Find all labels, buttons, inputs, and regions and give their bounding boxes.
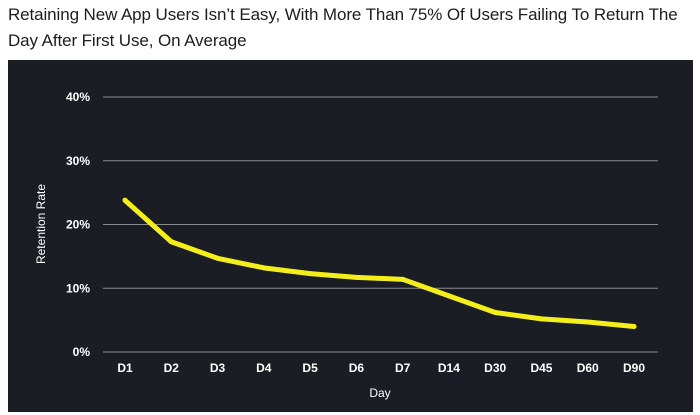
data-point — [215, 255, 221, 261]
y-axis-label: Retention Rate — [34, 184, 48, 264]
data-point — [631, 324, 637, 329]
data-point — [538, 316, 544, 322]
x-tick-label: D2 — [164, 361, 180, 375]
x-tick-label: D90 — [623, 361, 645, 375]
x-tick-labels: D1 D2 D3 D4 D5 D6 D7 D14 D30 D45 D60 D90 — [117, 361, 645, 375]
data-point — [122, 197, 128, 203]
series-layer — [122, 197, 637, 329]
x-tick-label: D4 — [256, 361, 272, 375]
data-point — [492, 309, 498, 315]
data-point — [168, 239, 174, 245]
x-tick-label: D7 — [395, 361, 411, 375]
x-tick-label: D3 — [210, 361, 226, 375]
data-point — [585, 319, 591, 325]
y-tick-label: 40% — [66, 90, 90, 104]
data-point — [307, 271, 313, 277]
y-tick-label: 10% — [66, 281, 90, 295]
retention-line-chart: 0% 10% 20% 30% 40% D1 D2 D3 D4 D5 D6 D7 D14 D30 D45 D6… — [34, 90, 658, 400]
x-axis-label: Day — [369, 386, 390, 400]
y-tick-label: 30% — [66, 154, 90, 168]
retention-series-line — [122, 197, 637, 329]
chart-headline: Retaining New App Users Isn’t Easy, With… — [8, 5, 678, 50]
y-tick-labels: 0% 10% 20% 30% 40% — [66, 90, 90, 359]
x-tick-label: D45 — [530, 361, 552, 375]
x-tick-label: D30 — [484, 361, 506, 375]
data-point — [446, 293, 452, 299]
x-tick-label: D14 — [438, 361, 460, 375]
x-tick-label: D6 — [349, 361, 365, 375]
x-tick-label: D5 — [302, 361, 318, 375]
data-point — [353, 274, 359, 280]
x-tick-label: D1 — [117, 361, 133, 375]
y-tick-label: 20% — [66, 218, 90, 232]
x-tick-label: D60 — [577, 361, 599, 375]
data-point — [261, 265, 267, 271]
chart-panel: 0% 10% 20% 30% 40% D1 D2 D3 D4 D5 D6 D7 D14 D30 D45 D6… — [8, 60, 693, 412]
y-tick-label: 0% — [73, 345, 91, 359]
data-point — [400, 276, 406, 282]
gridlines — [103, 96, 658, 353]
